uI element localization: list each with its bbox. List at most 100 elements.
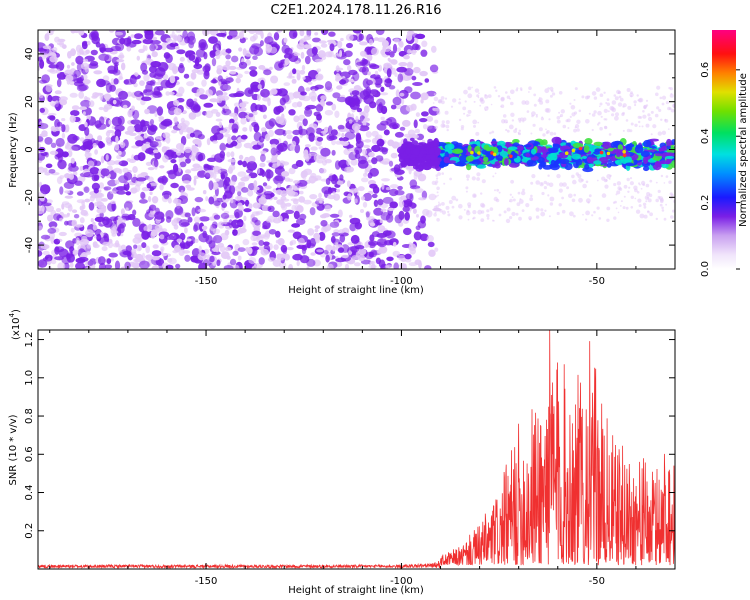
heatmap-noise-cell xyxy=(231,140,238,147)
heatmap-halo-cell xyxy=(562,124,567,129)
heatmap-noise-cell xyxy=(243,175,251,180)
heatmap-noise-cell xyxy=(126,46,132,52)
heatmap-noise-cell xyxy=(296,260,300,267)
heatmap-noise-cell xyxy=(416,214,419,218)
heatmap-halo-cell xyxy=(619,97,624,102)
heatmap-halo-cell xyxy=(596,179,599,182)
heatmap-noise-cell xyxy=(307,228,315,236)
heatmap-halo-cell xyxy=(582,183,587,189)
heatmap-signal-cell xyxy=(428,147,435,155)
heatmap-signal-cell xyxy=(481,149,489,155)
heatmap-halo-cell xyxy=(440,123,446,128)
heatmap-noise-cell xyxy=(65,74,74,82)
heatmap-noise-cell xyxy=(348,119,353,124)
heatmap-noise-cell xyxy=(154,81,162,85)
heatmap-halo-cell xyxy=(465,190,468,193)
heatmap-halo-cell xyxy=(460,125,465,129)
heatmap-halo-cell xyxy=(645,200,648,203)
heatmap-halo-cell xyxy=(568,193,573,199)
heatmap-noise-cell xyxy=(191,73,196,80)
heatmap-noise-cell xyxy=(157,93,163,98)
heatmap-halo-cell xyxy=(661,206,664,210)
heatmap-halo-cell xyxy=(531,174,536,179)
heatmap-halo-cell xyxy=(645,123,650,128)
heatmap-halo-cell xyxy=(629,92,634,98)
heatmap-noise-cell xyxy=(98,141,104,149)
heatmap-noise-cell xyxy=(398,210,405,220)
heatmap-halo-cell xyxy=(472,119,478,125)
heatmap-noise-cell xyxy=(388,85,396,90)
heatmap-halo-cell xyxy=(433,96,439,102)
heatmap-halo-cell xyxy=(652,124,657,129)
heatmap-noise-cell xyxy=(300,91,307,96)
heatmap-noise-cell xyxy=(159,121,168,130)
heatmap-noise-cell xyxy=(303,199,312,205)
heatmap-halo-cell xyxy=(535,115,538,118)
heatmap-noise-cell xyxy=(291,223,300,228)
heatmap-halo-cell xyxy=(630,206,634,209)
heatmap-noise-cell xyxy=(110,190,117,195)
heatmap-noise-cell xyxy=(328,135,338,141)
heatmap-noise-cell xyxy=(221,202,228,209)
heatmap-noise-cell xyxy=(175,93,183,97)
heatmap-noise-cell xyxy=(217,75,223,82)
heatmap-noise-cell xyxy=(194,238,199,243)
heatmap-noise-cell xyxy=(194,196,204,203)
heatmap-noise-cell xyxy=(173,163,179,173)
heatmap-halo-cell xyxy=(605,102,608,104)
heatmap-noise-cell xyxy=(376,103,384,114)
colorbar-label: Normalized spectral amplitude xyxy=(738,73,749,227)
snr-y-tick-label: 1.0 xyxy=(24,370,35,386)
heatmap-noise-cell xyxy=(331,139,336,146)
heatmap-noise-cell xyxy=(127,109,133,118)
heatmap-noise-cell xyxy=(267,205,275,212)
heatmap-noise-cell xyxy=(337,40,343,49)
heatmap-noise-cell xyxy=(409,50,418,54)
heatmap-noise-cell xyxy=(280,190,287,197)
heatmap-noise-cell xyxy=(48,169,56,174)
heatmap-noise-cell xyxy=(314,58,323,63)
heatmap-noise-cell xyxy=(320,95,327,101)
heatmap-noise-cell xyxy=(85,229,94,238)
heatmap-signal-cell xyxy=(516,145,524,151)
heatmap-noise-cell xyxy=(177,34,181,43)
heatmap-noise-cell xyxy=(298,95,306,101)
heatmap-halo-cell xyxy=(503,210,507,214)
heatmap-halo-cell xyxy=(489,131,492,135)
heatmap-noise-cell xyxy=(82,111,86,116)
heatmap-noise-cell xyxy=(191,145,197,153)
heatmap-halo-cell xyxy=(599,102,603,106)
heatmap-noise-cell xyxy=(213,200,221,206)
heatmap-halo-cell xyxy=(569,115,572,118)
heatmap-halo-cell xyxy=(606,206,611,211)
heatmap-noise-cell xyxy=(414,188,424,193)
spectrogram-y-tick-label: -40 xyxy=(24,237,35,253)
heatmap-noise-cell xyxy=(173,224,179,230)
heatmap-noise-cell xyxy=(148,65,157,73)
heatmap-noise-cell xyxy=(258,257,265,265)
heatmap-noise-cell xyxy=(124,261,131,269)
heatmap-noise-cell xyxy=(121,213,130,220)
heatmap-halo-cell xyxy=(663,182,666,184)
heatmap-halo-cell xyxy=(599,126,603,131)
heatmap-signal-cell xyxy=(525,153,531,158)
heatmap-noise-cell xyxy=(259,162,266,168)
heatmap-halo-cell xyxy=(549,131,554,136)
heatmap-noise-cell xyxy=(389,51,395,58)
heatmap-noise-cell xyxy=(42,45,52,50)
heatmap-noise-cell xyxy=(338,229,345,234)
heatmap-signal-cell xyxy=(434,148,441,156)
snr-y-tick-label: 0.6 xyxy=(24,446,35,462)
heatmap-noise-cell xyxy=(309,152,317,157)
heatmap-noise-cell xyxy=(141,96,152,102)
heatmap-signal-cell xyxy=(452,148,463,154)
heatmap-noise-cell xyxy=(182,242,191,250)
heatmap-noise-cell xyxy=(184,227,188,234)
heatmap-noise-cell xyxy=(325,254,330,263)
heatmap-halo-cell xyxy=(572,179,577,185)
heatmap-halo-cell xyxy=(644,195,650,200)
snr-y-scale-text: (x104) xyxy=(8,309,22,340)
heatmap-noise-cell xyxy=(242,127,248,132)
heatmap-noise-cell xyxy=(65,253,71,260)
heatmap-noise-cell xyxy=(253,237,257,242)
